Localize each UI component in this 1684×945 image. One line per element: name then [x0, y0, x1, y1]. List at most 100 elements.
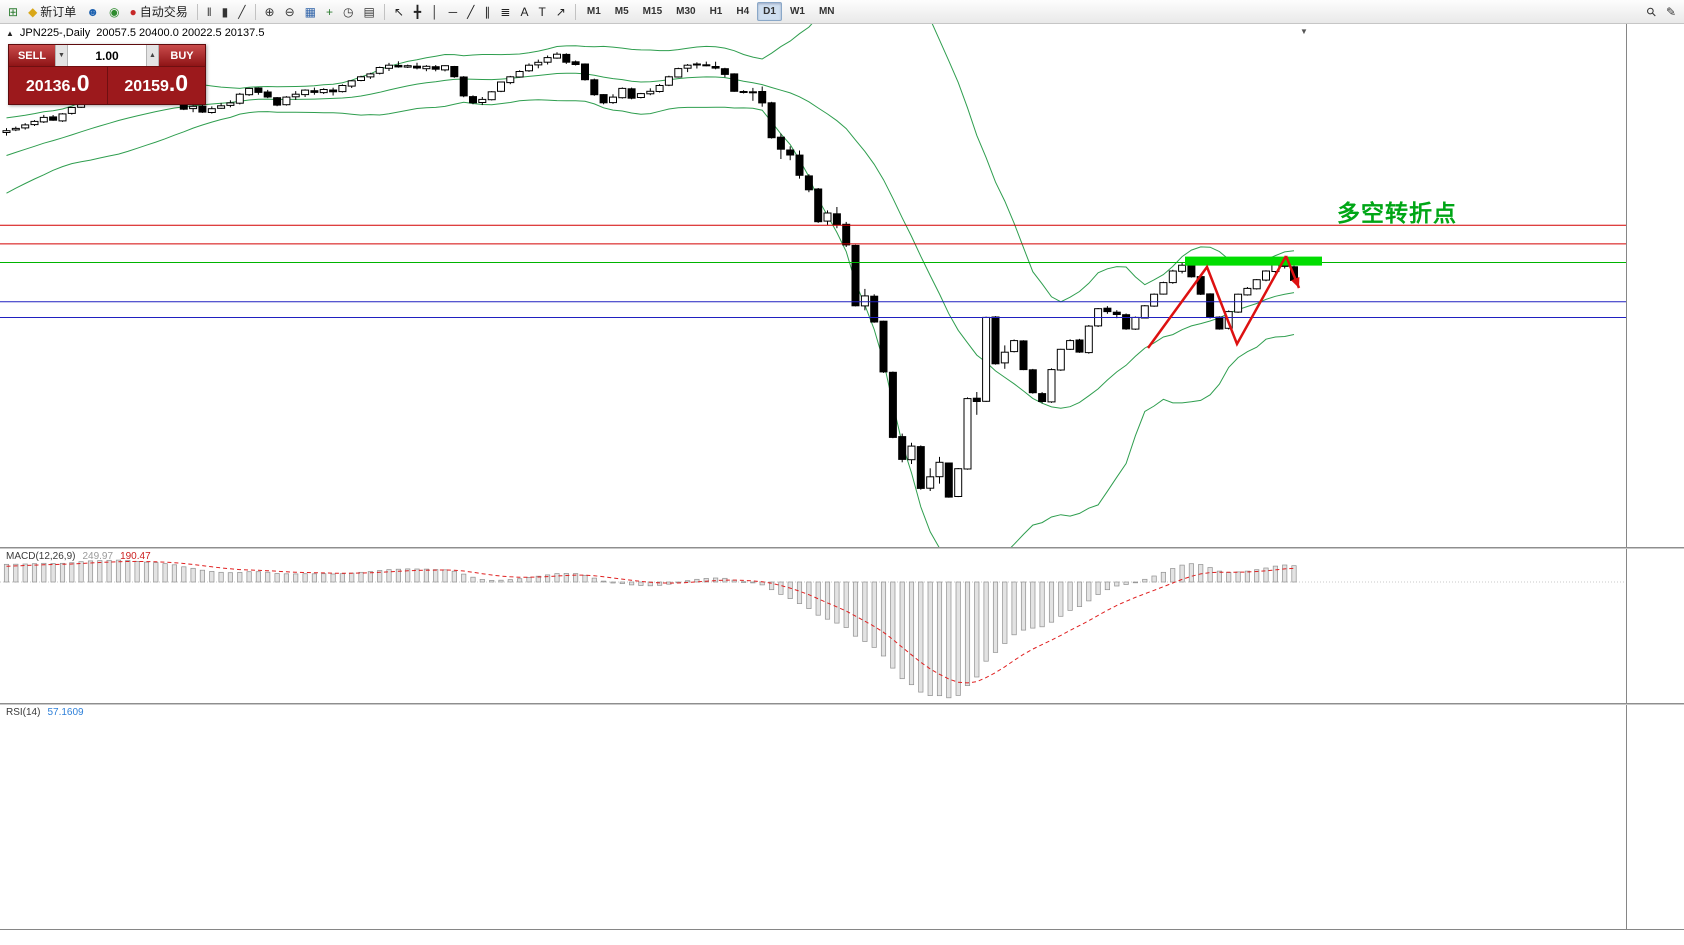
macd-splitter[interactable]	[0, 547, 1684, 549]
rsi-panel-canvas[interactable]	[0, 705, 1626, 929]
timeframe-m30-button[interactable]: M30	[676, 6, 696, 17]
trendline-button[interactable]: ╱	[462, 2, 479, 22]
trend-zigzag[interactable]	[1146, 255, 1288, 349]
bar-chart-icon: ‖	[206, 4, 212, 19]
main-chart-canvas[interactable]	[0, 24, 1626, 547]
accounts-button[interactable]: ☻	[81, 2, 104, 22]
volume-decrease-button[interactable]: ▼	[55, 45, 68, 66]
channel-icon: ∥	[484, 4, 491, 19]
chart-shift-marker[interactable]: ▼	[1300, 27, 1308, 36]
chart-ohlc-values: 20057.5 20400.0 20022.5 20137.5	[96, 27, 265, 39]
arrow-icon: ↗	[555, 4, 566, 19]
timeframe-m1-button[interactable]: M1	[586, 6, 601, 17]
zoom-in-button[interactable]: ⊕	[260, 2, 280, 22]
zoom-out-button[interactable]: ⊖	[280, 2, 300, 22]
sell-button[interactable]: SELL	[9, 45, 55, 66]
toolbar-separator	[196, 3, 198, 20]
line-chart-button[interactable]: ╱	[233, 2, 250, 22]
timeframe-w1-button[interactable]: W1	[789, 6, 805, 17]
trade-panel-divider	[106, 67, 108, 104]
vertical-line-button[interactable]: │	[426, 2, 444, 22]
sell-price-decimal: .0	[70, 70, 90, 96]
time-axis-border	[0, 929, 1684, 930]
new-chart-icon: ⊞	[8, 4, 19, 19]
line-chart-icon: ╱	[238, 4, 246, 19]
timeframe-m15-button[interactable]: M15	[642, 6, 663, 17]
indicators-plus-icon: +	[325, 4, 333, 19]
horizontal-level-lines[interactable]	[0, 224, 1626, 318]
macd-signal-value: 190.47	[120, 551, 151, 562]
rsi-name: RSI(14)	[6, 707, 41, 718]
templates-button[interactable]: ▤	[358, 2, 379, 22]
periods-button[interactable]: ◷	[338, 2, 358, 22]
macd-signal-line	[6, 560, 1295, 684]
toolbar-separator	[383, 3, 385, 20]
volume-input[interactable]: 1.00	[68, 45, 146, 66]
timeframe-h1-button[interactable]: H1	[709, 6, 723, 17]
auto-trading-button[interactable]: ● 自动交易	[124, 2, 192, 22]
cursor-icon: ↖	[393, 4, 404, 19]
timeframe-bar: M1 M5 M15 M30 H1 H4 D1 W1 MN	[571, 2, 842, 21]
zoom-out-icon: ⊖	[284, 4, 295, 19]
label-icon: T	[538, 4, 546, 19]
arrows-button[interactable]: ↗	[551, 2, 571, 22]
new-chart-button[interactable]: ⊞	[3, 2, 23, 22]
compose-button[interactable]: ✎	[1661, 2, 1681, 22]
rsi-indicator-label: RSI(14) 57.1609	[6, 707, 84, 718]
cursor-button[interactable]: ↖	[389, 2, 409, 22]
auto-trading-button-label: 自动交易	[139, 5, 188, 19]
templates-icon: ▤	[363, 4, 375, 19]
buy-price-decimal: .0	[168, 70, 189, 96]
buy-price-main: 20159	[124, 78, 169, 95]
zoom-in-icon: ⊕	[264, 4, 275, 19]
rsi-splitter[interactable]	[0, 703, 1684, 705]
macd-panel-canvas[interactable]	[0, 549, 1626, 703]
price-axis-border	[1626, 24, 1627, 929]
highlight-zone[interactable]	[1185, 256, 1322, 266]
timeframe-d1-button[interactable]: D1	[757, 2, 782, 21]
horizontal-line-button[interactable]: ─	[444, 2, 463, 22]
chinese-annotation: 多空转折点	[1337, 200, 1457, 226]
channel-button[interactable]: ∥	[479, 2, 495, 22]
search-icon: ⚲	[1643, 3, 1660, 20]
vertical-line-icon: │	[431, 4, 439, 19]
new-order-icon: ◆	[28, 4, 38, 19]
time-axis[interactable]	[0, 930, 1626, 945]
candlestick-series	[2, 52, 1298, 498]
down-arrow-head	[1291, 277, 1300, 288]
search-button[interactable]: ⚲	[1642, 2, 1661, 22]
main-toolbar: ⊞ ◆ 新订单 ☻ ◉ ● 自动交易 ‖ ▮ ╱ ⊕ ⊖ ▦ + ◷ ▤ ↖ ╋ │ ─ ╱ ∥ ≣ A T ↗ M1 M5 M15 M…	[0, 0, 1684, 24]
macd-name: MACD(12,26,9)	[6, 551, 76, 562]
fibonacci-button[interactable]: ≣	[495, 2, 515, 22]
timeframe-h4-button[interactable]: H4	[736, 6, 750, 17]
buy-button[interactable]: BUY	[159, 45, 205, 66]
horizontal-line-icon: ─	[448, 4, 458, 19]
indicators-button[interactable]: +	[321, 2, 338, 22]
chart-title: ▲ JPN225-,Daily 20057.5 20400.0 20022.5 …	[6, 27, 264, 39]
pencil-icon: ✎	[1665, 4, 1676, 19]
timeframe-mn-button[interactable]: MN	[818, 6, 835, 17]
text-button[interactable]: A	[515, 2, 533, 22]
new-order-button-label: 新订单	[40, 5, 77, 19]
rsi-value: 57.1609	[47, 707, 84, 718]
new-order-button[interactable]: ◆ 新订单	[23, 2, 81, 22]
candlestick-chart-button[interactable]: ▮	[217, 2, 234, 22]
bar-chart-button[interactable]: ‖	[202, 2, 217, 22]
tile-windows-icon: ▦	[304, 4, 316, 19]
macd-indicator-label: MACD(12,26,9) 249.97 190.47	[6, 551, 151, 562]
sell-price-display: 20136.0	[9, 67, 107, 104]
tile-windows-button[interactable]: ▦	[300, 2, 321, 22]
collapse-panel-icon[interactable]: ▲	[6, 28, 14, 38]
fibonacci-icon: ≣	[500, 4, 511, 19]
crosshair-button[interactable]: ╋	[409, 2, 426, 22]
crosshair-icon: ╋	[413, 4, 422, 19]
accounts-icon: ☻	[86, 4, 99, 19]
label-button[interactable]: T	[533, 2, 550, 22]
community-button[interactable]: ◉	[104, 2, 124, 22]
price-axis[interactable]	[1627, 0, 1684, 929]
toolbar-separator	[254, 3, 256, 20]
autotrading-dot-icon: ●	[129, 4, 137, 19]
volume-increase-button[interactable]: ▲	[146, 45, 159, 66]
macd-main-value: 249.97	[82, 551, 114, 562]
timeframe-m5-button[interactable]: M5	[614, 6, 629, 17]
